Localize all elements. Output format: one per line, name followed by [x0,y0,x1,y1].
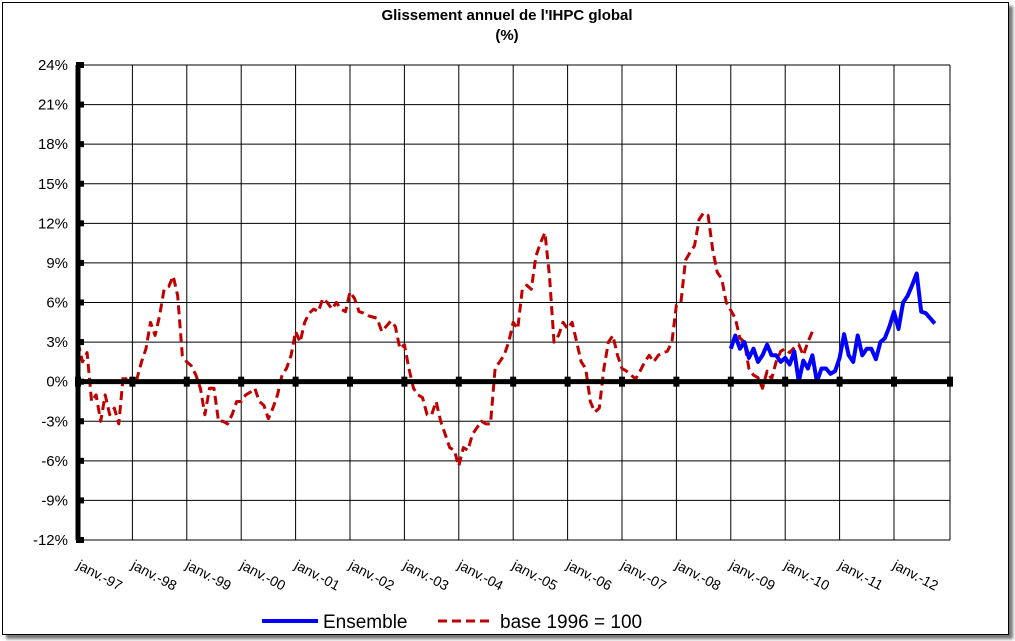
x-tick-mark [727,376,734,387]
y-tick-label: 18% [38,136,68,153]
x-tick-label: janv.-05 [509,556,561,594]
x-tick-label: janv.-04 [455,556,507,594]
x-tick-mark [673,376,680,387]
x-tick-mark [782,376,789,387]
x-tick-label: janv.-10 [781,556,833,594]
y-tick-mark [76,62,84,68]
y-tick-label: -9% [41,492,68,509]
y-tick-label: 12% [38,215,68,232]
chart-frame [2,2,1009,635]
chart-subtitle: (%) [495,27,518,44]
y-tick-mark [76,101,84,108]
x-tick-label: janv.-00 [237,556,289,594]
series-line-ensemble [728,271,937,384]
x-tick-mark [564,376,571,387]
y-tick-label: 6% [46,295,68,312]
x-tick-mark [347,376,353,387]
x-tick-mark [129,376,136,387]
legend: Ensemble base 1996 = 100 [262,612,642,633]
x-tick-label: janv.-97 [74,556,126,594]
x-tick-mark [401,376,408,387]
y-tick-label: -12% [33,532,68,549]
y-tick-mark [76,220,84,227]
x-tick-mark [619,376,625,387]
x-tick-mark [836,376,843,387]
x-tick-label: janv.-07 [618,556,670,594]
x-tick-mark [947,376,953,387]
x-tick-label: janv.-01 [291,556,343,594]
x-tick-label: janv.-11 [835,556,886,593]
y-tick-mark [76,457,84,464]
x-tick-mark [891,376,897,387]
y-tick-label: 9% [46,255,68,272]
x-tick-label: janv.-99 [183,556,235,594]
y-tick-label: 15% [38,176,68,193]
y-tick-mark [76,259,84,266]
series-line-base-1996 [76,211,814,468]
y-tick-mark [76,180,84,187]
x-tick-mark [183,376,190,387]
y-tick-label: 0% [46,374,68,391]
x-tick-label: janv.-02 [346,556,398,594]
chart-title: Glissement annuel de l'IHPC global [381,7,632,24]
y-tick-mark [76,299,84,306]
x-tick-mark [510,376,517,387]
y-tick-label: 24% [38,57,68,74]
y-tick-mark [76,141,84,148]
x-tick-label: janv.-08 [672,556,724,594]
y-tick-mark [76,339,84,346]
y-tick-label: -6% [41,453,68,470]
x-tick-label: janv.-03 [400,556,452,594]
x-tick-mark [238,376,245,387]
y-tick-mark [76,378,84,385]
y-tick-mark [76,497,84,504]
x-tick-label: janv.-09 [727,556,779,594]
y-tick-label: 3% [46,334,68,351]
x-tick-label: janv.-12 [890,556,942,594]
y-tick-mark [76,418,84,425]
legend-label-base-1996: base 1996 = 100 [500,612,642,633]
x-tick-mark [455,376,462,387]
y-tick-label: -3% [41,413,68,430]
x-tick-label: janv.-98 [128,556,180,594]
x-tick-label: janv.-06 [563,556,615,594]
legend-label-ensemble: Ensemble [323,612,408,633]
y-tick-mark [76,537,84,543]
x-tick-mark [292,376,299,387]
y-tick-label: 21% [38,97,68,114]
